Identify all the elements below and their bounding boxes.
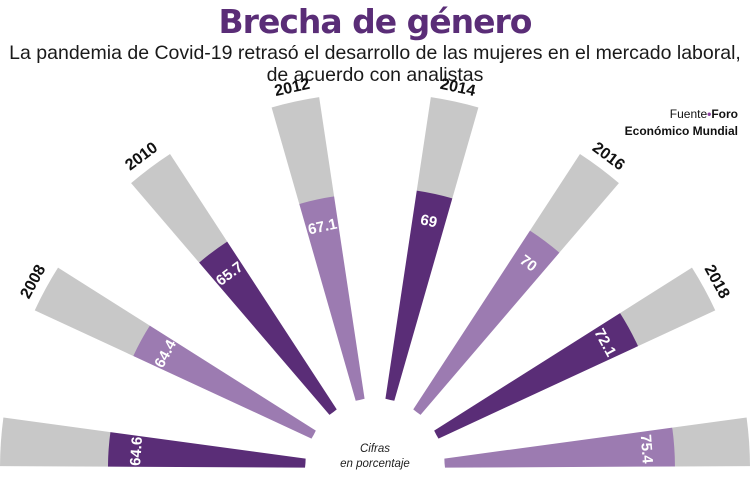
subtitle-line-2: de acuerdo con analistas: [266, 64, 484, 86]
source-org-line-1: Foro: [711, 107, 738, 121]
remainder-bar-2016: [529, 153, 619, 253]
value-label-2016: 70: [516, 252, 540, 276]
subtitle-line-1: La pandemia de Covid-19 retrasó el desar…: [9, 42, 741, 64]
value-bar-2020: [444, 427, 675, 468]
unit-label-line-1: Cifras: [360, 443, 390, 455]
value-bar-2008: [133, 325, 316, 439]
source-label: Fuente: [669, 107, 708, 121]
year-label-2012: 2012: [273, 76, 311, 100]
value-label-2014: 69: [419, 211, 439, 231]
value-bar-2010: [199, 241, 337, 415]
remainder-bar-2006: [0, 417, 111, 467]
source-org-line-2: Económico Mundial: [624, 124, 738, 138]
value-bar-2014: [385, 190, 453, 401]
source-dot-icon: •: [707, 107, 712, 121]
chart-title: Brecha de género: [218, 2, 533, 41]
value-bar-2016: [413, 230, 560, 415]
value-label-2020: 75.4: [637, 434, 656, 465]
value-bar-2006: [107, 432, 306, 468]
remainder-bar-2020: [672, 417, 750, 467]
remainder-bar-2012: [271, 97, 335, 204]
remainder-bar-2008: [34, 267, 150, 356]
value-bar-2018: [434, 313, 639, 439]
chart-subtitle: La pandemia de Covid-19 retrasó el desar…: [0, 42, 750, 86]
remainder-bar-2018: [620, 267, 716, 347]
source-credit: Fuente•Foro Económico Mundial: [625, 106, 738, 140]
unit-label-line-2: en porcentaje: [340, 458, 410, 470]
year-label-2014: 2014: [439, 76, 477, 100]
remainder-bar-2010: [131, 153, 228, 263]
remainder-bar-2014: [416, 97, 479, 199]
value-bar-2012: [299, 196, 365, 401]
value-label-2012: 67.1: [306, 216, 338, 239]
value-label-2006: 64.6: [127, 436, 146, 466]
